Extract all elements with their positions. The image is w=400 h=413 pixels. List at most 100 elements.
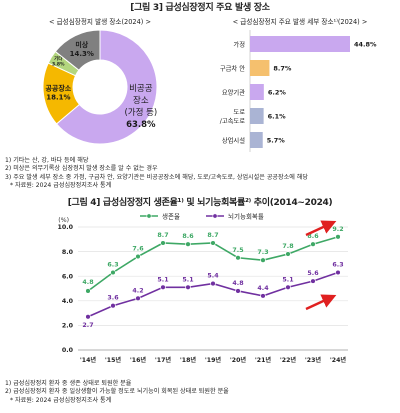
data-label: 8.6 bbox=[307, 233, 319, 240]
data-point bbox=[235, 288, 241, 294]
data-label: 7.3 bbox=[257, 249, 268, 256]
bar-category-label: 가정 bbox=[233, 39, 245, 48]
data-point bbox=[210, 240, 216, 246]
figure4-title: [그림 4] 급성심장정지 생존율¹⁾ 및 뇌기능회복률²⁾ 추이(2014~2… bbox=[67, 198, 333, 208]
note-line: 1) 급성심장정지 환자 중 생존 상태로 퇴원한 분율 bbox=[5, 380, 132, 387]
horizontal-bar-chart: 44.8% 가정 8.7% 구급차 안 6.2% 요양기관 6.1% 도로/고속도로 5.7% 상… bbox=[220, 30, 377, 152]
x-tick-label: '17년 bbox=[155, 356, 172, 364]
data-point bbox=[85, 288, 91, 294]
data-label: 7.8 bbox=[282, 243, 293, 250]
data-point bbox=[335, 234, 341, 240]
pie-category-label: 기타 bbox=[54, 55, 63, 62]
pie-slice bbox=[55, 29, 158, 145]
bar bbox=[250, 36, 350, 52]
note-line: 1) 기타는 산, 강, 바다 등에 해당 bbox=[5, 157, 89, 164]
data-label: 7.5 bbox=[232, 247, 243, 254]
pie-slice bbox=[54, 29, 101, 71]
pie-category-label: 미상 bbox=[75, 40, 88, 49]
data-point bbox=[285, 251, 291, 257]
bar bbox=[250, 132, 263, 148]
data-label: 5.4 bbox=[207, 273, 219, 280]
data-point bbox=[110, 302, 116, 309]
x-tick-label: '24년 bbox=[330, 356, 347, 364]
y-axis-label: (%) bbox=[58, 217, 69, 224]
figure3-title: [그림 3] 급성심장정지 주요 발생 장소 bbox=[130, 3, 270, 13]
data-point bbox=[185, 284, 191, 291]
data-label: 9.2 bbox=[332, 226, 343, 233]
y-tick-label: 2.0 bbox=[62, 323, 74, 330]
bar-value-label: 8.7% bbox=[273, 65, 292, 73]
data-point bbox=[310, 241, 316, 247]
data-label: 8.6 bbox=[182, 233, 194, 240]
pie-value-label: 14.3% bbox=[70, 50, 94, 58]
bar-value-label: 5.7% bbox=[267, 137, 286, 145]
data-point bbox=[85, 314, 91, 320]
data-point bbox=[160, 240, 166, 246]
legend-label: 생존율 bbox=[162, 211, 180, 220]
y-tick-label: 6.0 bbox=[62, 273, 74, 280]
pie-category-label: 공공장소 bbox=[45, 84, 71, 93]
pie-value-label: 18.1% bbox=[46, 94, 70, 102]
pie-value-label: 63.8% bbox=[126, 120, 156, 130]
figure3-notes: 1) 기타는 산, 강, 바다 등에 해당 2) 미상은 의무기록상 심장정지 … bbox=[5, 157, 308, 191]
bar-category-label: 도로 bbox=[233, 108, 245, 116]
data-point bbox=[260, 293, 266, 299]
legend-marker bbox=[146, 213, 152, 219]
x-tick-label: '20년 bbox=[230, 356, 247, 364]
x-tick-label: '14년 bbox=[80, 356, 97, 364]
data-label: 6.3 bbox=[107, 262, 118, 269]
data-label: 4.8 bbox=[82, 279, 93, 286]
bar-category-label: /고속도로 bbox=[220, 117, 246, 125]
data-label: 5.1 bbox=[282, 276, 293, 283]
data-point bbox=[185, 241, 191, 247]
x-tick-label: '21년 bbox=[255, 356, 272, 364]
x-tick-label: '15년 bbox=[105, 356, 122, 364]
x-tick-label: '16년 bbox=[130, 356, 147, 364]
data-label: 8.7 bbox=[207, 232, 218, 239]
bar bbox=[250, 108, 264, 124]
data-label: 8.7 bbox=[157, 232, 168, 239]
figure4-notes: 1) 급성심장정지 환자 중 생존 상태로 퇴원한 분율 2) 급성심장정지 환… bbox=[5, 380, 229, 405]
data-label: 4.2 bbox=[132, 287, 143, 294]
y-tick-label: 4.0 bbox=[62, 298, 74, 305]
data-point bbox=[235, 254, 241, 261]
data-label: 5.1 bbox=[157, 276, 168, 283]
data-label: 5.1 bbox=[182, 276, 193, 283]
bar bbox=[250, 84, 264, 100]
bar bbox=[250, 60, 270, 76]
pie-category-label: 비공공 bbox=[129, 84, 153, 94]
data-label: 3.6 bbox=[107, 295, 119, 302]
data-point bbox=[110, 269, 116, 276]
data-label: 6.3 bbox=[332, 262, 343, 269]
data-label: 4.4 bbox=[257, 285, 269, 292]
data-label: 4.8 bbox=[232, 280, 243, 287]
bar-value-label: 44.8% bbox=[354, 41, 377, 49]
x-tick-label: '19년 bbox=[205, 356, 222, 364]
data-point bbox=[135, 295, 141, 302]
x-tick-label: '18년 bbox=[180, 356, 197, 364]
pie-category-label: (가정 등) bbox=[124, 107, 157, 118]
pie-chart-title: < 급성심장정지 발생 장소(2024) > bbox=[48, 18, 152, 26]
pie-category-label: 장소 bbox=[133, 95, 149, 106]
bar-value-label: 6.1% bbox=[268, 113, 287, 121]
y-tick-label: 10.0 bbox=[57, 224, 73, 231]
data-point bbox=[260, 257, 266, 263]
y-tick-label: 8.0 bbox=[62, 249, 74, 256]
bar-category-label: 요양기관 bbox=[222, 87, 245, 96]
legend-label: 뇌기능회복률 bbox=[228, 211, 264, 220]
data-point bbox=[335, 269, 341, 276]
note-line: * 자료원: 2024 급성심장정지조사 통계 bbox=[10, 182, 112, 190]
trend-arrow-icon bbox=[305, 294, 337, 311]
data-point bbox=[160, 284, 166, 291]
note-line: 2) 미상은 의무기록상 심장정지 발생 장소를 알 수 없는 경우 bbox=[5, 165, 158, 173]
data-label: 5.6 bbox=[307, 270, 319, 277]
data-point bbox=[210, 280, 216, 287]
data-label: 7.6 bbox=[132, 246, 144, 253]
note-line: * 자료원: 2024 급성심장정지조사 통계 bbox=[10, 396, 112, 404]
x-tick-label: '23년 bbox=[305, 356, 322, 364]
data-point bbox=[310, 278, 316, 284]
legend-marker bbox=[212, 213, 218, 219]
note-line: 3) 주요 발생 세부 장소 중 가정, 구급차 안, 요양기관은 비공공장소에… bbox=[5, 173, 308, 181]
y-tick-label: 0.0 bbox=[62, 347, 74, 354]
